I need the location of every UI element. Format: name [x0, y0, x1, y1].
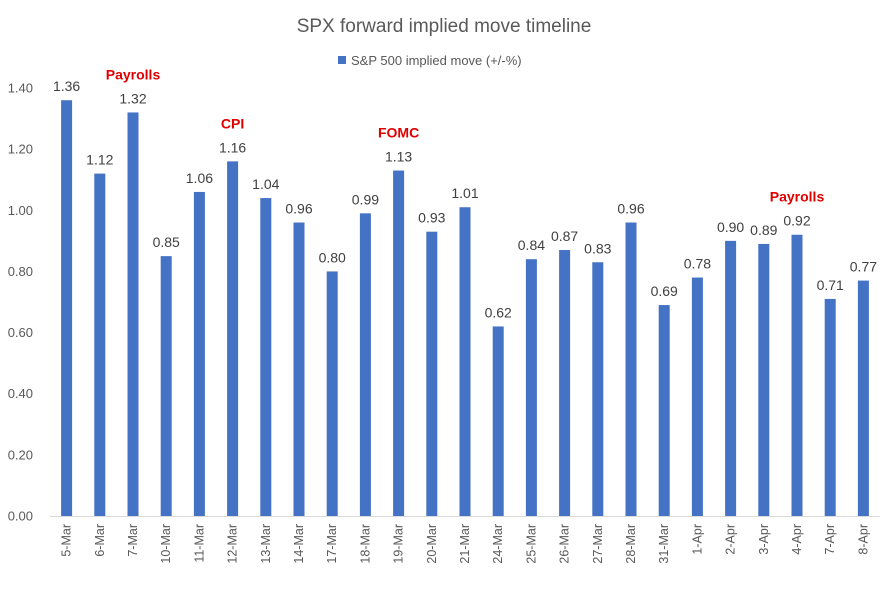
x-tick-label: 4-Apr: [790, 524, 804, 555]
data-label: 1.16: [219, 139, 246, 155]
x-tick-label: 25-Mar: [524, 524, 538, 564]
event-annotation: Payrolls: [770, 189, 825, 205]
data-label: 0.90: [717, 219, 744, 235]
x-tick-label: 7-Apr: [823, 524, 837, 555]
x-tick-label: 20-Mar: [425, 524, 439, 564]
event-annotation: CPI: [221, 115, 244, 131]
data-label: 0.89: [750, 222, 777, 238]
bar: [426, 231, 438, 516]
data-label: 1.13: [385, 149, 412, 165]
data-labels: 1.36 1.12 1.32 0.85 1.06 1.16 1.04 0.96 0.80 0.99…: [53, 78, 877, 320]
bar: [857, 280, 869, 516]
x-axis: 5-Mar 6-Mar 7-Mar 10-Mar 11-Mar 12-Mar 13-Mar 1…: [60, 524, 871, 564]
x-tick-label: 31-Mar: [657, 524, 671, 564]
data-label: 0.96: [617, 201, 644, 217]
x-tick-label: 2-Apr: [724, 524, 738, 555]
bar: [658, 305, 670, 516]
bar: [492, 326, 504, 516]
x-tick-label: 8-Apr: [856, 524, 870, 555]
bars: [61, 100, 869, 517]
x-tick-label: 26-Mar: [558, 524, 572, 564]
annotations: Payrolls CPI FOMC Payrolls: [106, 66, 825, 204]
bar: [326, 271, 338, 516]
bar: [393, 170, 405, 517]
y-tick-label: 1.00: [8, 203, 33, 218]
data-label: 0.71: [817, 277, 844, 293]
data-label: 0.69: [651, 283, 678, 299]
data-label: 0.85: [153, 234, 180, 250]
y-tick-label: 1.20: [8, 142, 33, 157]
bar: [791, 234, 803, 516]
data-label: 1.06: [186, 170, 213, 186]
data-label: 1.36: [53, 78, 80, 94]
x-tick-label: 1-Apr: [690, 524, 704, 555]
x-tick-label: 24-Mar: [491, 524, 505, 564]
data-label: 0.99: [352, 191, 379, 207]
data-label: 1.32: [119, 90, 146, 106]
y-tick-label: 0.20: [8, 447, 33, 462]
x-tick-label: 28-Mar: [624, 524, 638, 564]
data-label: 1.04: [252, 176, 279, 192]
legend: S&P 500 implied move (+/-%): [338, 53, 522, 68]
bar: [193, 191, 205, 516]
x-tick-label: 27-Mar: [591, 524, 605, 564]
x-tick-label: 10-Mar: [159, 524, 173, 564]
x-tick-label: 19-Mar: [392, 524, 406, 564]
data-label: 0.93: [418, 210, 445, 226]
bar: [824, 298, 836, 516]
x-tick-label: 3-Apr: [757, 524, 771, 555]
bar: [559, 250, 571, 516]
x-tick-label: 6-Mar: [93, 524, 107, 557]
bar: [725, 240, 737, 516]
x-tick-label: 12-Mar: [226, 524, 240, 564]
bar: [592, 262, 604, 516]
data-label: 1.12: [86, 152, 113, 168]
bar: [359, 213, 371, 517]
x-tick-label: 14-Mar: [292, 524, 306, 564]
data-label: 0.80: [319, 249, 346, 265]
bar: [94, 173, 106, 516]
data-label: 0.87: [551, 228, 578, 244]
chart-title: SPX forward implied move timeline: [297, 16, 592, 37]
bar: [260, 198, 272, 517]
bar: [293, 222, 305, 516]
data-label: 0.78: [684, 256, 711, 272]
data-label: 0.84: [518, 237, 545, 253]
bar: [691, 277, 703, 516]
x-tick-label: 7-Mar: [126, 524, 140, 557]
data-label: 1.01: [451, 185, 478, 201]
y-tick-label: 0.80: [8, 264, 33, 279]
data-label: 0.83: [584, 240, 611, 256]
event-annotation: Payrolls: [106, 66, 161, 82]
y-tick-label: 1.40: [8, 81, 33, 96]
x-tick-label: 18-Mar: [358, 524, 372, 564]
data-label: 0.92: [783, 213, 810, 229]
bar: [625, 222, 637, 516]
data-label: 0.62: [485, 304, 512, 320]
bar: [127, 112, 139, 516]
bar: [459, 207, 471, 516]
bar: [160, 256, 172, 516]
legend-swatch: [338, 56, 346, 64]
bar: [227, 161, 239, 516]
x-tick-label: 17-Mar: [325, 524, 339, 564]
bar: [61, 100, 73, 516]
y-tick-label: 0.40: [8, 386, 33, 401]
data-label: 0.77: [850, 259, 877, 275]
x-tick-label: 13-Mar: [259, 524, 273, 564]
y-axis: 0.00 0.20 0.40 0.60 0.80 1.00 1.20 1.40: [8, 81, 33, 524]
bar: [758, 243, 770, 516]
x-tick-label: 5-Mar: [60, 524, 74, 557]
event-annotation: FOMC: [378, 125, 419, 141]
legend-label: S&P 500 implied move (+/-%): [351, 53, 522, 68]
bar: [525, 259, 537, 516]
x-tick-label: 21-Mar: [458, 524, 472, 564]
x-tick-label: 11-Mar: [192, 524, 206, 563]
data-label: 0.96: [285, 201, 312, 217]
y-tick-label: 0.60: [8, 325, 33, 340]
y-tick-label: 0.00: [8, 509, 33, 524]
